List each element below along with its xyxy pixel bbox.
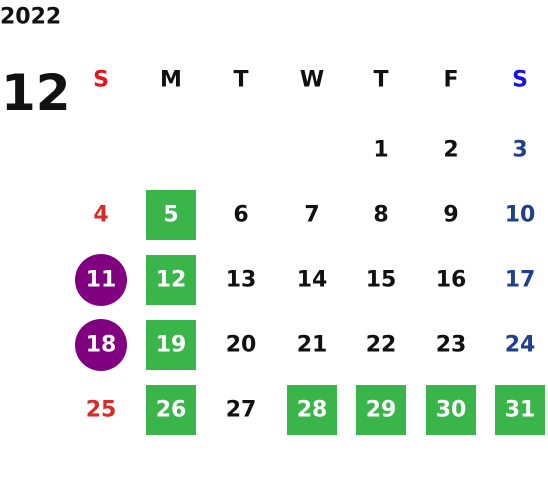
- day-number: 7: [304, 203, 319, 228]
- day-box: [426, 385, 476, 435]
- day-number: 12: [156, 268, 187, 293]
- day-box: [356, 385, 406, 435]
- day-number: 1: [373, 138, 388, 163]
- day-number: 26: [156, 398, 187, 423]
- day-number: 3: [512, 138, 527, 163]
- year: 2022: [0, 5, 61, 30]
- day-box: [146, 190, 196, 240]
- weekday-label: S: [93, 68, 109, 93]
- day-box: [495, 385, 545, 435]
- day-box: [146, 255, 196, 305]
- day-number: 21: [297, 333, 328, 358]
- weekday-label: M: [160, 68, 182, 93]
- day-number: 25: [86, 398, 117, 423]
- day-number: 9: [443, 203, 458, 228]
- day-number: 14: [297, 268, 328, 293]
- day-circle: [75, 254, 127, 306]
- day-number: 11: [86, 268, 117, 293]
- day-number: 17: [505, 268, 536, 293]
- day-number: 8: [373, 203, 388, 228]
- month: 12: [1, 64, 71, 122]
- weekday-label: T: [233, 68, 248, 93]
- day-number: 4: [93, 203, 108, 228]
- day-number: 29: [366, 398, 397, 423]
- day-number: 31: [505, 398, 536, 423]
- day-number: 30: [436, 398, 467, 423]
- day-number: 16: [436, 268, 467, 293]
- day-number: 6: [233, 203, 248, 228]
- day-box: [287, 385, 337, 435]
- day-number: 23: [436, 333, 467, 358]
- weekday-label: T: [373, 68, 388, 93]
- weekday-label: W: [300, 68, 324, 93]
- day-number: 5: [163, 203, 178, 228]
- day-number: 27: [226, 398, 257, 423]
- day-number: 2: [443, 138, 458, 163]
- day-number: 15: [366, 268, 397, 293]
- day-number: 13: [226, 268, 257, 293]
- day-box: [146, 320, 196, 370]
- weekday-label: S: [512, 68, 528, 93]
- day-circle: [75, 319, 127, 371]
- day-box: [146, 385, 196, 435]
- day-number: 22: [366, 333, 397, 358]
- day-number: 19: [156, 333, 187, 358]
- day-number: 10: [505, 203, 536, 228]
- weekday-label: F: [443, 68, 458, 93]
- day-number: 20: [226, 333, 257, 358]
- day-number: 18: [86, 333, 117, 358]
- day-number: 24: [505, 333, 536, 358]
- day-number: 28: [297, 398, 328, 423]
